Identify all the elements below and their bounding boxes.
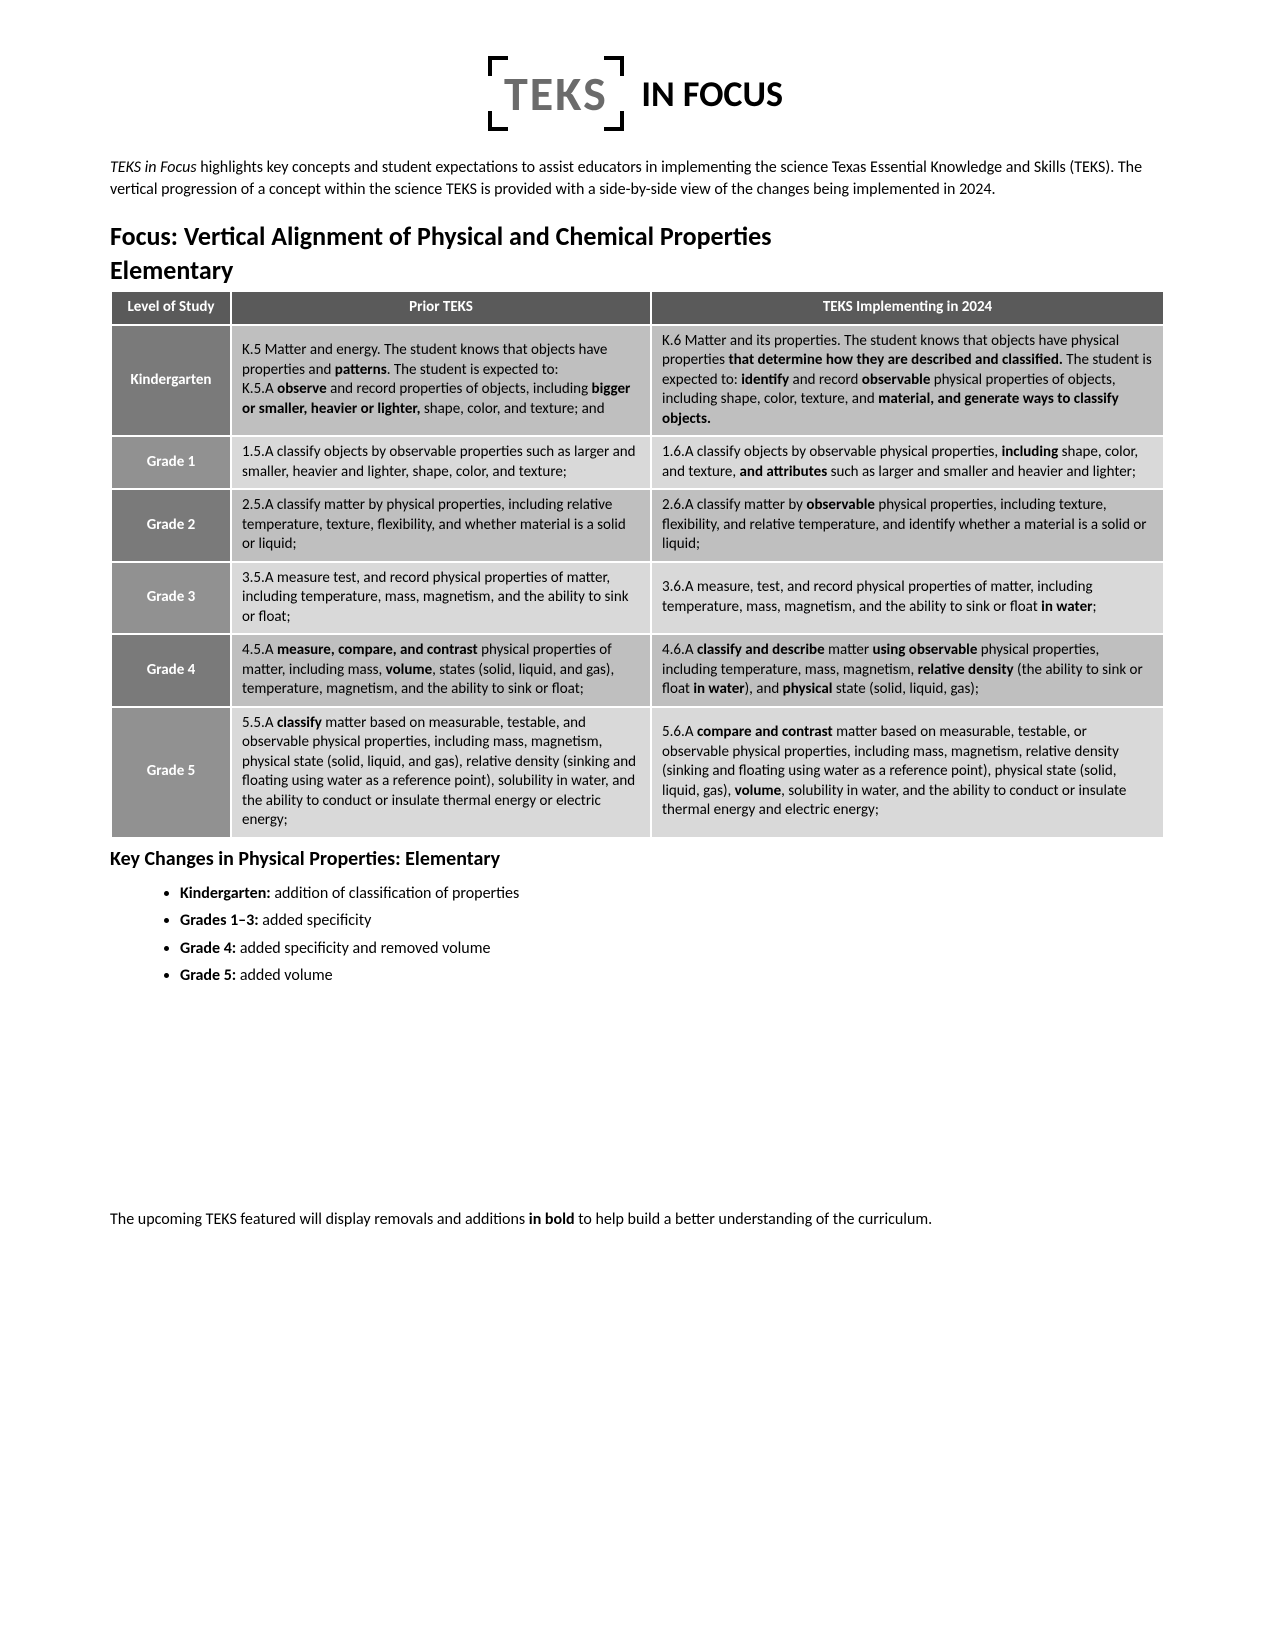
list-item: Kindergarten: addition of classification… (180, 881, 1165, 907)
new-teks-cell: 2.6.A classify matter by observable phys… (651, 489, 1164, 562)
prior-teks-cell: 1.5.A classify objects by observable pro… (231, 436, 651, 489)
change-label: Grade 4: (180, 939, 236, 958)
prior-teks-cell: 2.5.A classify matter by physical proper… (231, 489, 651, 562)
key-changes-list: Kindergarten: addition of classification… (180, 881, 1165, 989)
col-header-new: TEKS Implementing in 2024 (651, 291, 1164, 325)
list-item: Grades 1–3: added specificity (180, 908, 1165, 934)
level-cell: Grade 2 (111, 489, 231, 562)
logo-teks-text: TEKS (492, 60, 620, 127)
new-teks-cell: K.6 Matter and its properties. The stude… (651, 325, 1164, 437)
prior-teks-cell: K.5 Matter and energy. The student knows… (231, 325, 651, 437)
new-teks-cell: 1.6.A classify objects by observable phy… (651, 436, 1164, 489)
intro-rest: highlights key concepts and student expe… (110, 158, 1142, 199)
table-row: Grade 44.5.A measure, compare, and contr… (111, 634, 1164, 707)
new-teks-cell: 3.6.A measure, test, and record physical… (651, 562, 1164, 635)
footer-bold: in bold (529, 1210, 575, 1229)
change-label: Grades 1–3: (180, 911, 259, 930)
level-cell: Grade 3 (111, 562, 231, 635)
col-header-level: Level of Study (111, 291, 231, 325)
key-changes-title: Key Changes in Physical Properties: Elem… (110, 847, 1165, 871)
level-cell: Kindergarten (111, 325, 231, 437)
logo-area: TEKS IN FOCUS (110, 60, 1165, 127)
col-header-prior: Prior TEKS (231, 291, 651, 325)
section-subtitle: Elementary (110, 254, 1165, 286)
logo-teks-box: TEKS (492, 60, 620, 127)
table-row: Grade 33.5.A measure test, and record ph… (111, 562, 1164, 635)
prior-teks-cell: 4.5.A measure, compare, and contrast phy… (231, 634, 651, 707)
teks-table: Level of Study Prior TEKS TEKS Implement… (110, 290, 1165, 839)
list-item: Grade 5: added volume (180, 963, 1165, 989)
logo-infocus-text: IN FOCUS (641, 72, 783, 116)
new-teks-cell: 5.6.A compare and contrast matter based … (651, 707, 1164, 838)
footer-note: The upcoming TEKS featured will display … (110, 1209, 1165, 1231)
footer-pre: The upcoming TEKS featured will display … (110, 1210, 529, 1229)
table-header-row: Level of Study Prior TEKS TEKS Implement… (111, 291, 1164, 325)
footer-post: to help build a better understanding of … (575, 1210, 933, 1229)
change-label: Grade 5: (180, 966, 236, 985)
level-cell: Grade 1 (111, 436, 231, 489)
list-item: Grade 4: added specificity and removed v… (180, 936, 1165, 962)
prior-teks-cell: 5.5.A classify matter based on measurabl… (231, 707, 651, 838)
table-row: KindergartenK.5 Matter and energy. The s… (111, 325, 1164, 437)
table-row: Grade 11.5.A classify objects by observa… (111, 436, 1164, 489)
level-cell: Grade 4 (111, 634, 231, 707)
prior-teks-cell: 3.5.A measure test, and record physical … (231, 562, 651, 635)
intro-paragraph: TEKS in Focus highlights key concepts an… (110, 157, 1165, 200)
intro-italic: TEKS in Focus (110, 158, 197, 177)
new-teks-cell: 4.6.A classify and describe matter using… (651, 634, 1164, 707)
level-cell: Grade 5 (111, 707, 231, 838)
change-label: Kindergarten: (180, 884, 271, 903)
table-row: Grade 22.5.A classify matter by physical… (111, 489, 1164, 562)
focus-title: Focus: Vertical Alignment of Physical an… (110, 220, 1165, 252)
table-row: Grade 55.5.A classify matter based on me… (111, 707, 1164, 838)
